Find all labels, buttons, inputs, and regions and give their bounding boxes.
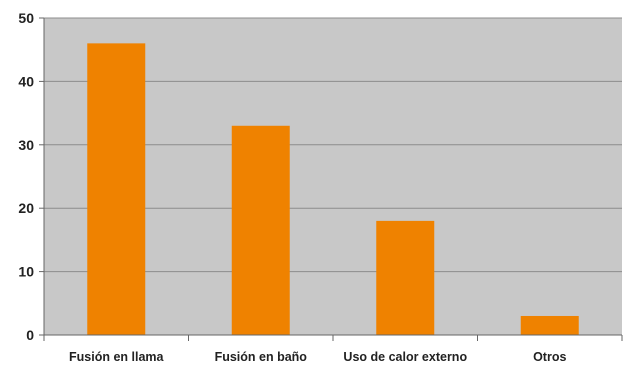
x-tick-label: Fusión en llama [69,350,165,364]
y-tick-label: 40 [18,73,34,89]
x-tick-label: Otros [533,350,566,364]
x-tick-label: Fusión en baño [215,350,308,364]
x-tick-label: Uso de calor externo [343,350,467,364]
bar [231,125,290,335]
y-tick-label: 50 [18,10,34,26]
bar [376,220,435,335]
y-tick-label: 30 [18,137,34,153]
bar [520,315,579,335]
y-tick-label: 0 [26,327,34,343]
y-tick-label: 10 [18,264,34,280]
bar [87,43,146,336]
y-tick-label: 20 [18,200,34,216]
